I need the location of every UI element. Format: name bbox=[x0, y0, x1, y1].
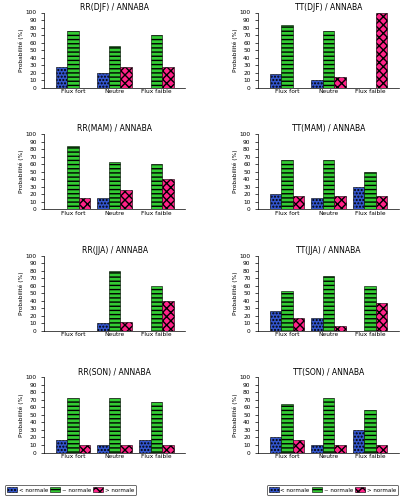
Y-axis label: Probabilité (%): Probabilité (%) bbox=[19, 28, 24, 72]
Y-axis label: Probabilité (%): Probabilité (%) bbox=[233, 28, 238, 72]
Bar bbox=[120, 68, 132, 87]
Title: RR(SON) / ANNABA: RR(SON) / ANNABA bbox=[78, 368, 151, 376]
Y-axis label: Probabilité (%): Probabilité (%) bbox=[233, 393, 238, 437]
Bar bbox=[353, 430, 364, 452]
Bar bbox=[376, 12, 387, 88]
Title: TT(MAM) / ANNABA: TT(MAM) / ANNABA bbox=[292, 124, 365, 134]
Bar bbox=[270, 74, 281, 88]
Y-axis label: Probabilité (%): Probabilité (%) bbox=[19, 272, 24, 315]
Bar bbox=[150, 35, 162, 88]
Bar bbox=[162, 179, 174, 209]
Bar bbox=[109, 162, 120, 209]
Bar bbox=[162, 301, 174, 331]
Bar bbox=[67, 32, 79, 88]
Legend: < normale, ~ normale, > normale: < normale, ~ normale, > normale bbox=[5, 484, 137, 494]
Title: TT(SON) / ANNABA: TT(SON) / ANNABA bbox=[293, 368, 364, 376]
Bar bbox=[353, 186, 364, 209]
Bar bbox=[150, 164, 162, 209]
Bar bbox=[109, 398, 120, 452]
Bar bbox=[312, 80, 323, 88]
Bar bbox=[162, 66, 174, 87]
Bar bbox=[79, 445, 90, 452]
Title: RR(DJF) / ANNABA: RR(DJF) / ANNABA bbox=[80, 2, 149, 12]
Bar bbox=[293, 318, 304, 331]
Bar bbox=[323, 276, 334, 331]
Bar bbox=[376, 303, 387, 331]
Bar bbox=[312, 318, 323, 331]
Y-axis label: Probabilité (%): Probabilité (%) bbox=[19, 150, 24, 194]
Bar bbox=[376, 196, 387, 209]
Bar bbox=[293, 196, 304, 209]
Bar bbox=[323, 30, 334, 88]
Bar bbox=[150, 286, 162, 331]
Bar bbox=[79, 198, 90, 209]
Bar bbox=[323, 398, 334, 452]
Bar bbox=[98, 445, 109, 452]
Bar bbox=[67, 146, 79, 209]
Bar bbox=[120, 322, 132, 331]
Bar bbox=[312, 445, 323, 452]
Bar bbox=[150, 402, 162, 452]
Bar bbox=[98, 72, 109, 88]
Bar bbox=[67, 398, 79, 452]
Y-axis label: Probabilité (%): Probabilité (%) bbox=[19, 393, 24, 437]
Bar bbox=[334, 77, 346, 88]
Bar bbox=[98, 198, 109, 209]
Bar bbox=[120, 445, 132, 452]
Bar bbox=[109, 271, 120, 331]
Legend: < normale, ~ normale, > normale: < normale, ~ normale, > normale bbox=[266, 484, 398, 494]
Bar bbox=[270, 438, 281, 452]
Title: RR(MAM) / ANNABA: RR(MAM) / ANNABA bbox=[77, 124, 152, 134]
Bar bbox=[376, 445, 387, 452]
Title: TT(JJA) / ANNABA: TT(JJA) / ANNABA bbox=[296, 246, 361, 255]
Bar bbox=[281, 160, 293, 209]
Bar bbox=[334, 196, 346, 209]
Bar bbox=[120, 190, 132, 209]
Bar bbox=[270, 194, 281, 209]
Bar bbox=[281, 404, 293, 452]
Bar bbox=[323, 160, 334, 209]
Bar bbox=[364, 172, 376, 209]
Bar bbox=[281, 291, 293, 331]
Bar bbox=[270, 310, 281, 331]
Bar bbox=[364, 410, 376, 453]
Bar bbox=[56, 440, 67, 452]
Bar bbox=[293, 440, 304, 452]
Title: TT(DJF) / ANNABA: TT(DJF) / ANNABA bbox=[295, 2, 362, 12]
Bar bbox=[281, 26, 293, 88]
Y-axis label: Probabilité (%): Probabilité (%) bbox=[233, 272, 238, 315]
Bar bbox=[109, 46, 120, 88]
Bar bbox=[334, 326, 346, 331]
Bar bbox=[98, 324, 109, 331]
Bar bbox=[312, 198, 323, 209]
Title: RR(JJA) / ANNABA: RR(JJA) / ANNABA bbox=[82, 246, 148, 255]
Bar bbox=[162, 445, 174, 452]
Bar bbox=[334, 445, 346, 452]
Bar bbox=[56, 68, 67, 87]
Y-axis label: Probabilité (%): Probabilité (%) bbox=[233, 150, 238, 194]
Bar bbox=[139, 440, 150, 452]
Bar bbox=[364, 286, 376, 331]
